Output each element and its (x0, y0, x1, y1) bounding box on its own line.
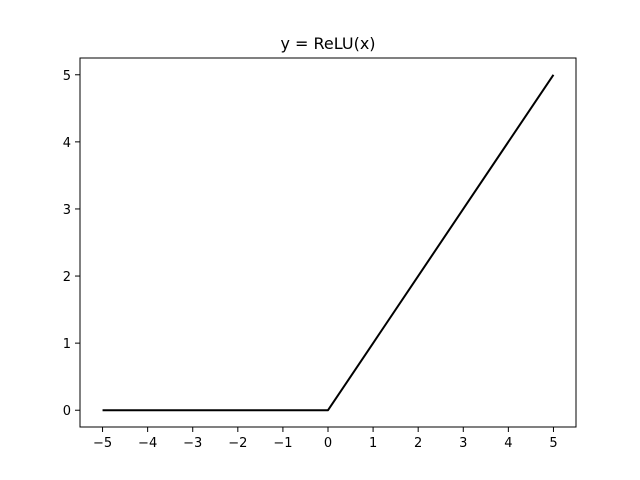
x-tick-label: −5 (93, 436, 112, 451)
y-tick-label: 0 (63, 404, 71, 419)
y-tick-label: 4 (63, 136, 71, 151)
x-tick-label: 1 (369, 436, 377, 451)
plot-area: −5 −4 −3 −2 −1 0 1 2 3 4 5 0 1 2 3 4 5 (63, 69, 558, 451)
x-tick-label: −1 (273, 436, 292, 451)
relu-series-line (102, 74, 555, 412)
x-tick-label: −3 (183, 436, 202, 451)
y-tick-label: 3 (63, 203, 71, 218)
x-tick-label: −2 (228, 436, 247, 451)
chart-title: y = ReLU(x) (280, 34, 375, 53)
x-tick-label: 5 (549, 436, 557, 451)
y-tick-label: 2 (63, 270, 71, 285)
y-tick-label: 1 (63, 337, 71, 352)
x-tick-label: 0 (324, 436, 332, 451)
x-tick-label: 4 (504, 436, 512, 451)
axes-frame (79, 57, 577, 428)
x-tick-label: 3 (459, 436, 467, 451)
x-tick-label: −4 (138, 436, 157, 451)
y-tick-label: 5 (63, 69, 71, 84)
x-tick-label: 2 (414, 436, 422, 451)
